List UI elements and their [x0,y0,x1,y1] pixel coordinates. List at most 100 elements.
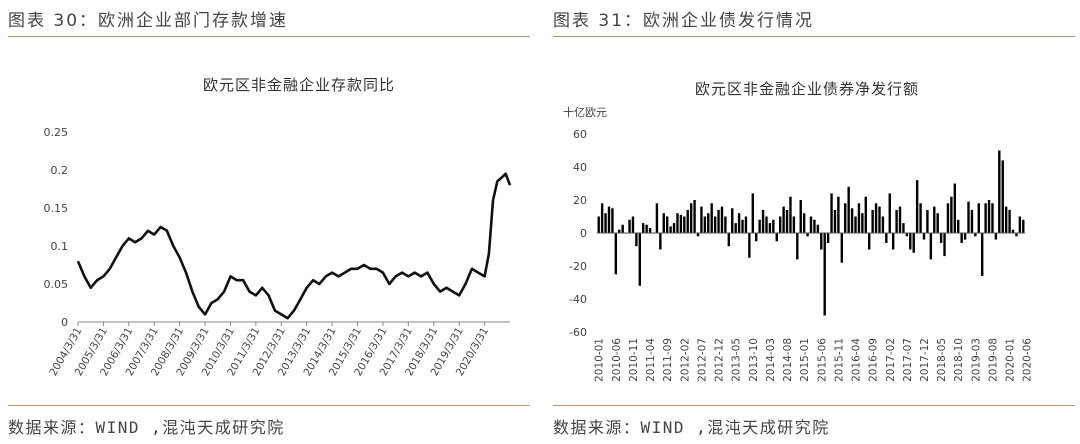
chart-title: 欧元区非金融企业存款同比 [203,76,395,94]
issuance-bar [834,210,836,233]
issuance-bar [1019,217,1021,234]
issuance-bar [673,223,675,233]
issuance-bar [926,210,928,233]
issuance-bar [995,233,997,240]
issuance-bar [789,197,791,233]
issuance-bar [1002,160,1004,233]
issuance-bar [882,217,884,234]
issuance-bar [693,200,695,233]
source-divider [8,405,530,406]
y-tick-label: 20 [573,194,587,207]
issuance-bar [704,217,706,234]
issuance-bar [902,223,904,233]
issuance-bar [752,193,754,233]
issuance-bar [639,233,641,286]
issuance-bar [871,210,873,233]
issuance-bar [687,210,689,233]
issuance-bar [666,217,668,234]
y-tick-label: 40 [573,161,587,174]
issuance-bar [854,217,856,234]
issuance-bar [755,233,757,241]
issuance-bar [1022,220,1024,233]
issuance-bar [1008,210,1010,233]
issuance-bar [930,233,932,259]
y-tick-label: 60 [573,128,587,141]
issuance-bar [943,233,945,256]
x-tick-label: 2010-01 [594,338,606,382]
issuance-bar [663,213,665,233]
issuance-bar [844,203,846,233]
issuance-bar [608,207,610,233]
issuance-bar [649,228,651,233]
issuance-bar [628,220,630,233]
y-tick-label: 0.05 [44,278,69,291]
y-tick-label: 0.25 [44,126,69,139]
issuance-bar [889,193,891,233]
issuance-bar [632,217,634,234]
issuance-bar [830,193,832,233]
issuance-bar [823,233,825,316]
issuance-bar [714,217,716,234]
unit-label: 十亿欧元 [563,105,607,119]
issuance-bar [621,225,623,233]
issuance-bar [960,233,962,243]
issuance-bar [734,223,736,233]
issuance-bar [728,233,730,246]
issuance-bar [738,213,740,233]
issuance-bar [865,197,867,233]
issuance-bar [796,233,798,259]
x-tick-label: 2018-05 [936,338,948,382]
x-tick-label: 2015-01 [799,338,811,382]
issuance-bar [604,213,606,233]
y-tick-label: 0.1 [51,240,69,253]
x-tick-label: 2017-07 [902,338,914,382]
x-tick-label: 2019-03 [970,338,982,382]
x-tick-label: 2015-11 [833,338,845,382]
issuance-bar [916,180,918,233]
issuance-bar [772,220,774,233]
issuance-bar [676,213,678,233]
issuance-bar [598,217,600,234]
issuance-bar [642,223,644,233]
source-note: 数据来源：WIND ,混沌天成研究院 [8,414,285,438]
issuance-bar [851,208,853,233]
x-tick-label: 2010-11 [628,338,640,382]
issuance-bar [827,233,829,243]
issuance-bar [813,220,815,233]
x-tick-label: 2011-04 [645,338,657,382]
issuance-bar [659,233,661,250]
issuance-bar [984,203,986,233]
issuance-bar [690,203,692,233]
issuance-bar [957,220,959,233]
issuance-bar [645,225,647,233]
issuance-bar [971,210,973,233]
issuance-bar [878,207,880,233]
y-tick-label: 0 [61,316,68,329]
issuance-bar [680,215,682,233]
issuance-bar [769,223,771,233]
issuance-bar [717,210,719,233]
issuance-bar [947,203,949,233]
issuance-bar [1005,207,1007,233]
issuance-bar [635,233,637,246]
issuance-bar [779,217,781,234]
issuance-bar [923,233,925,240]
issuance-bar [936,213,938,233]
issuance-bar [837,197,839,233]
issuance-bar [800,200,802,233]
issuance-bar [892,233,894,250]
issuance-bar [847,187,849,233]
issuance-bar [950,197,952,233]
figure-title-30: 图表 30：欧洲企业部门存款增速 [8,6,288,31]
issuance-bar [782,207,784,233]
issuance-bar [978,203,980,233]
issuance-bar [964,233,966,240]
x-tick-label: 2012-12 [714,338,726,382]
issuance-bar [885,233,887,243]
x-tick-label: 2012-07 [696,338,708,382]
issuance-bar [991,203,993,233]
issuance-bar [940,233,942,243]
title-divider [553,36,1075,37]
issuance-bar [820,233,822,250]
y-tick-label: 0 [580,227,587,240]
